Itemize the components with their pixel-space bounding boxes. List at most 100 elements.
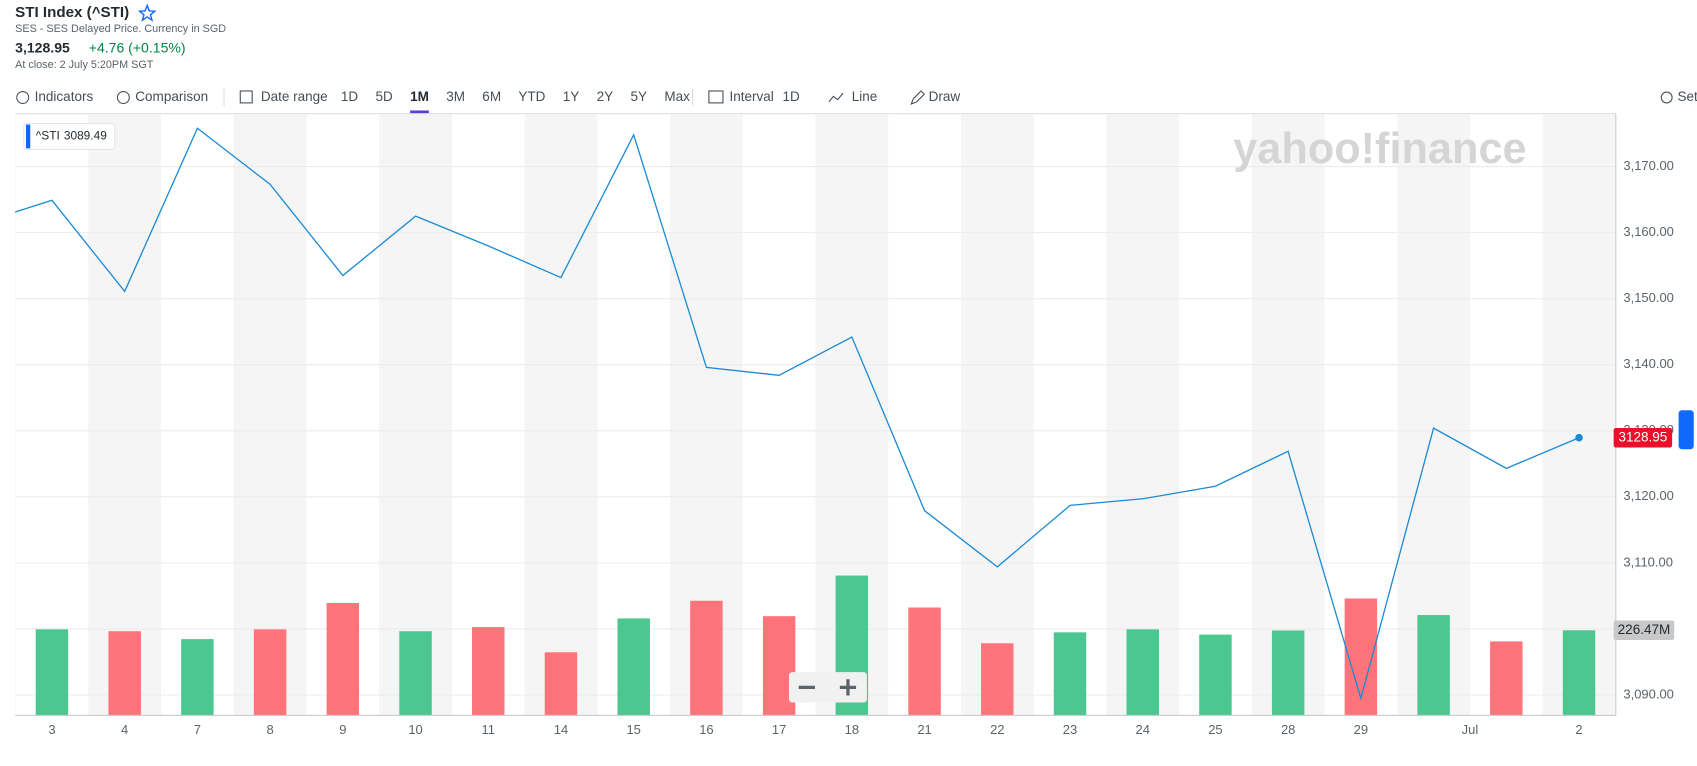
active-underline (410, 110, 429, 114)
x-tick-label: 2 (1575, 722, 1582, 737)
x-tick-label: 9 (339, 722, 346, 737)
range-button[interactable]: 6M (482, 89, 501, 104)
x-tick-label: 3 (48, 722, 55, 737)
y-tick-label: 3,110.00 (1623, 554, 1673, 569)
volume-bar (908, 607, 941, 716)
volume-bar (1199, 634, 1232, 716)
volume-bar (1126, 629, 1159, 716)
x-tick-label: 4 (121, 722, 128, 737)
range-button[interactable]: 5D (376, 89, 394, 104)
comparison[interactable]: Comparison (135, 89, 208, 104)
volume-bar (1562, 630, 1596, 716)
y-tick-label: 3,170.00 (1623, 158, 1673, 173)
price-line (15, 127, 1580, 701)
y-tick-label: 3,160.00 (1623, 224, 1673, 239)
volume-bar (253, 629, 287, 716)
range-button[interactable]: Max (664, 89, 690, 104)
range-button[interactable]: 1Y (563, 89, 580, 104)
range-button[interactable]: YTD (518, 89, 545, 104)
month-label: Jul (1462, 722, 1479, 737)
y-tick-label: 3,150.00 (1623, 290, 1673, 305)
x-tick-label: 7 (194, 722, 201, 737)
volume-bar (108, 631, 141, 716)
column-band (524, 113, 598, 716)
x-tick-label: 17 (772, 722, 786, 737)
interval[interactable]: Interval (729, 89, 773, 104)
settings-icon (1660, 91, 1673, 104)
plus-icon (16, 90, 30, 104)
legend-swatch (25, 124, 31, 149)
x-tick-label: 21 (917, 722, 931, 737)
volume-bar (1271, 630, 1305, 716)
column-band (233, 113, 307, 716)
line-type[interactable]: Line (852, 89, 878, 104)
x-tick-label: 16 (699, 722, 713, 737)
volume-bar (981, 643, 1014, 716)
volume-bar (617, 618, 650, 716)
volume-bar (544, 652, 578, 716)
volume-tag (1613, 620, 1675, 641)
indicators[interactable]: Indicators (35, 89, 94, 104)
column-band (1106, 113, 1180, 716)
x-tick-label: 29 (1354, 722, 1368, 737)
source: SES - SES Delayed Price. Currency in SGD (15, 23, 226, 35)
calendar-icon (239, 90, 253, 104)
x-tick-label: 28 (1281, 722, 1295, 737)
price-tag (1613, 427, 1673, 448)
range-button[interactable]: 1M (410, 89, 429, 104)
x-tick-label: 25 (1208, 722, 1222, 737)
close-time: At close: 2 July 5:20PM SGT (15, 59, 154, 71)
settings[interactable]: Settings (1678, 89, 1697, 104)
x-tick-label: 15 (626, 722, 640, 737)
change: +4.76 (+0.15%) (89, 40, 186, 56)
price-tag-label: 3128.95 (1618, 429, 1667, 444)
last-point (1575, 433, 1583, 442)
range-button[interactable]: 1D (341, 89, 359, 104)
x-tick-label: 8 (266, 722, 273, 737)
volume-bar (399, 631, 432, 716)
range-button[interactable]: 2Y (597, 89, 614, 104)
legend-box (23, 122, 116, 150)
x-tick-label: 18 (845, 722, 859, 737)
x-tick-label: 11 (482, 722, 495, 737)
volume-tag-label: 226.47M (1618, 622, 1671, 637)
range-button[interactable]: 3M (446, 89, 465, 104)
star-icon[interactable] (137, 3, 157, 22)
toolbar: Indicators Comparison Date range Interva… (16, 88, 1697, 114)
column-band (1251, 113, 1325, 716)
volume-bar (35, 629, 69, 716)
draw-icon (910, 90, 926, 105)
expand-button[interactable] (1678, 410, 1694, 450)
y-tick-label: 3,120.00 (1623, 488, 1673, 503)
zoom-controls (788, 672, 867, 703)
volume-bar (181, 639, 214, 716)
volume-bars (35, 575, 1596, 716)
column-band (15, 113, 16, 716)
x-tick-label: 22 (990, 722, 1004, 737)
column-band (88, 113, 162, 716)
volume-bar (1053, 632, 1087, 716)
x-tick-label: 23 (1063, 722, 1077, 737)
column-band (960, 113, 1034, 716)
plus-icon (116, 90, 130, 104)
title: STI Index (^STI) (15, 4, 129, 21)
date-range[interactable]: Date range (261, 89, 328, 104)
price: 3,128.95 (15, 40, 70, 56)
watermark: yahoo!finance (1233, 125, 1526, 173)
legend-name: ^STI (36, 129, 60, 143)
volume-bar (326, 603, 360, 716)
draw[interactable]: Draw (929, 89, 961, 104)
volume-bar (1417, 615, 1450, 716)
volume-bar (1490, 641, 1523, 716)
x-tick-label: 10 (408, 722, 422, 737)
y-tick-label: 3,140.00 (1623, 356, 1673, 371)
column-band (379, 113, 452, 716)
interval-value[interactable]: 1D (782, 89, 800, 104)
zoom-in[interactable] (839, 679, 857, 696)
legend-value: 3089.49 (64, 129, 107, 143)
volume-bar (690, 600, 723, 716)
range-button[interactable]: 5Y (630, 89, 647, 104)
x-tick-label: 24 (1136, 722, 1150, 737)
y-tick-label: 3,090.00 (1623, 686, 1673, 701)
